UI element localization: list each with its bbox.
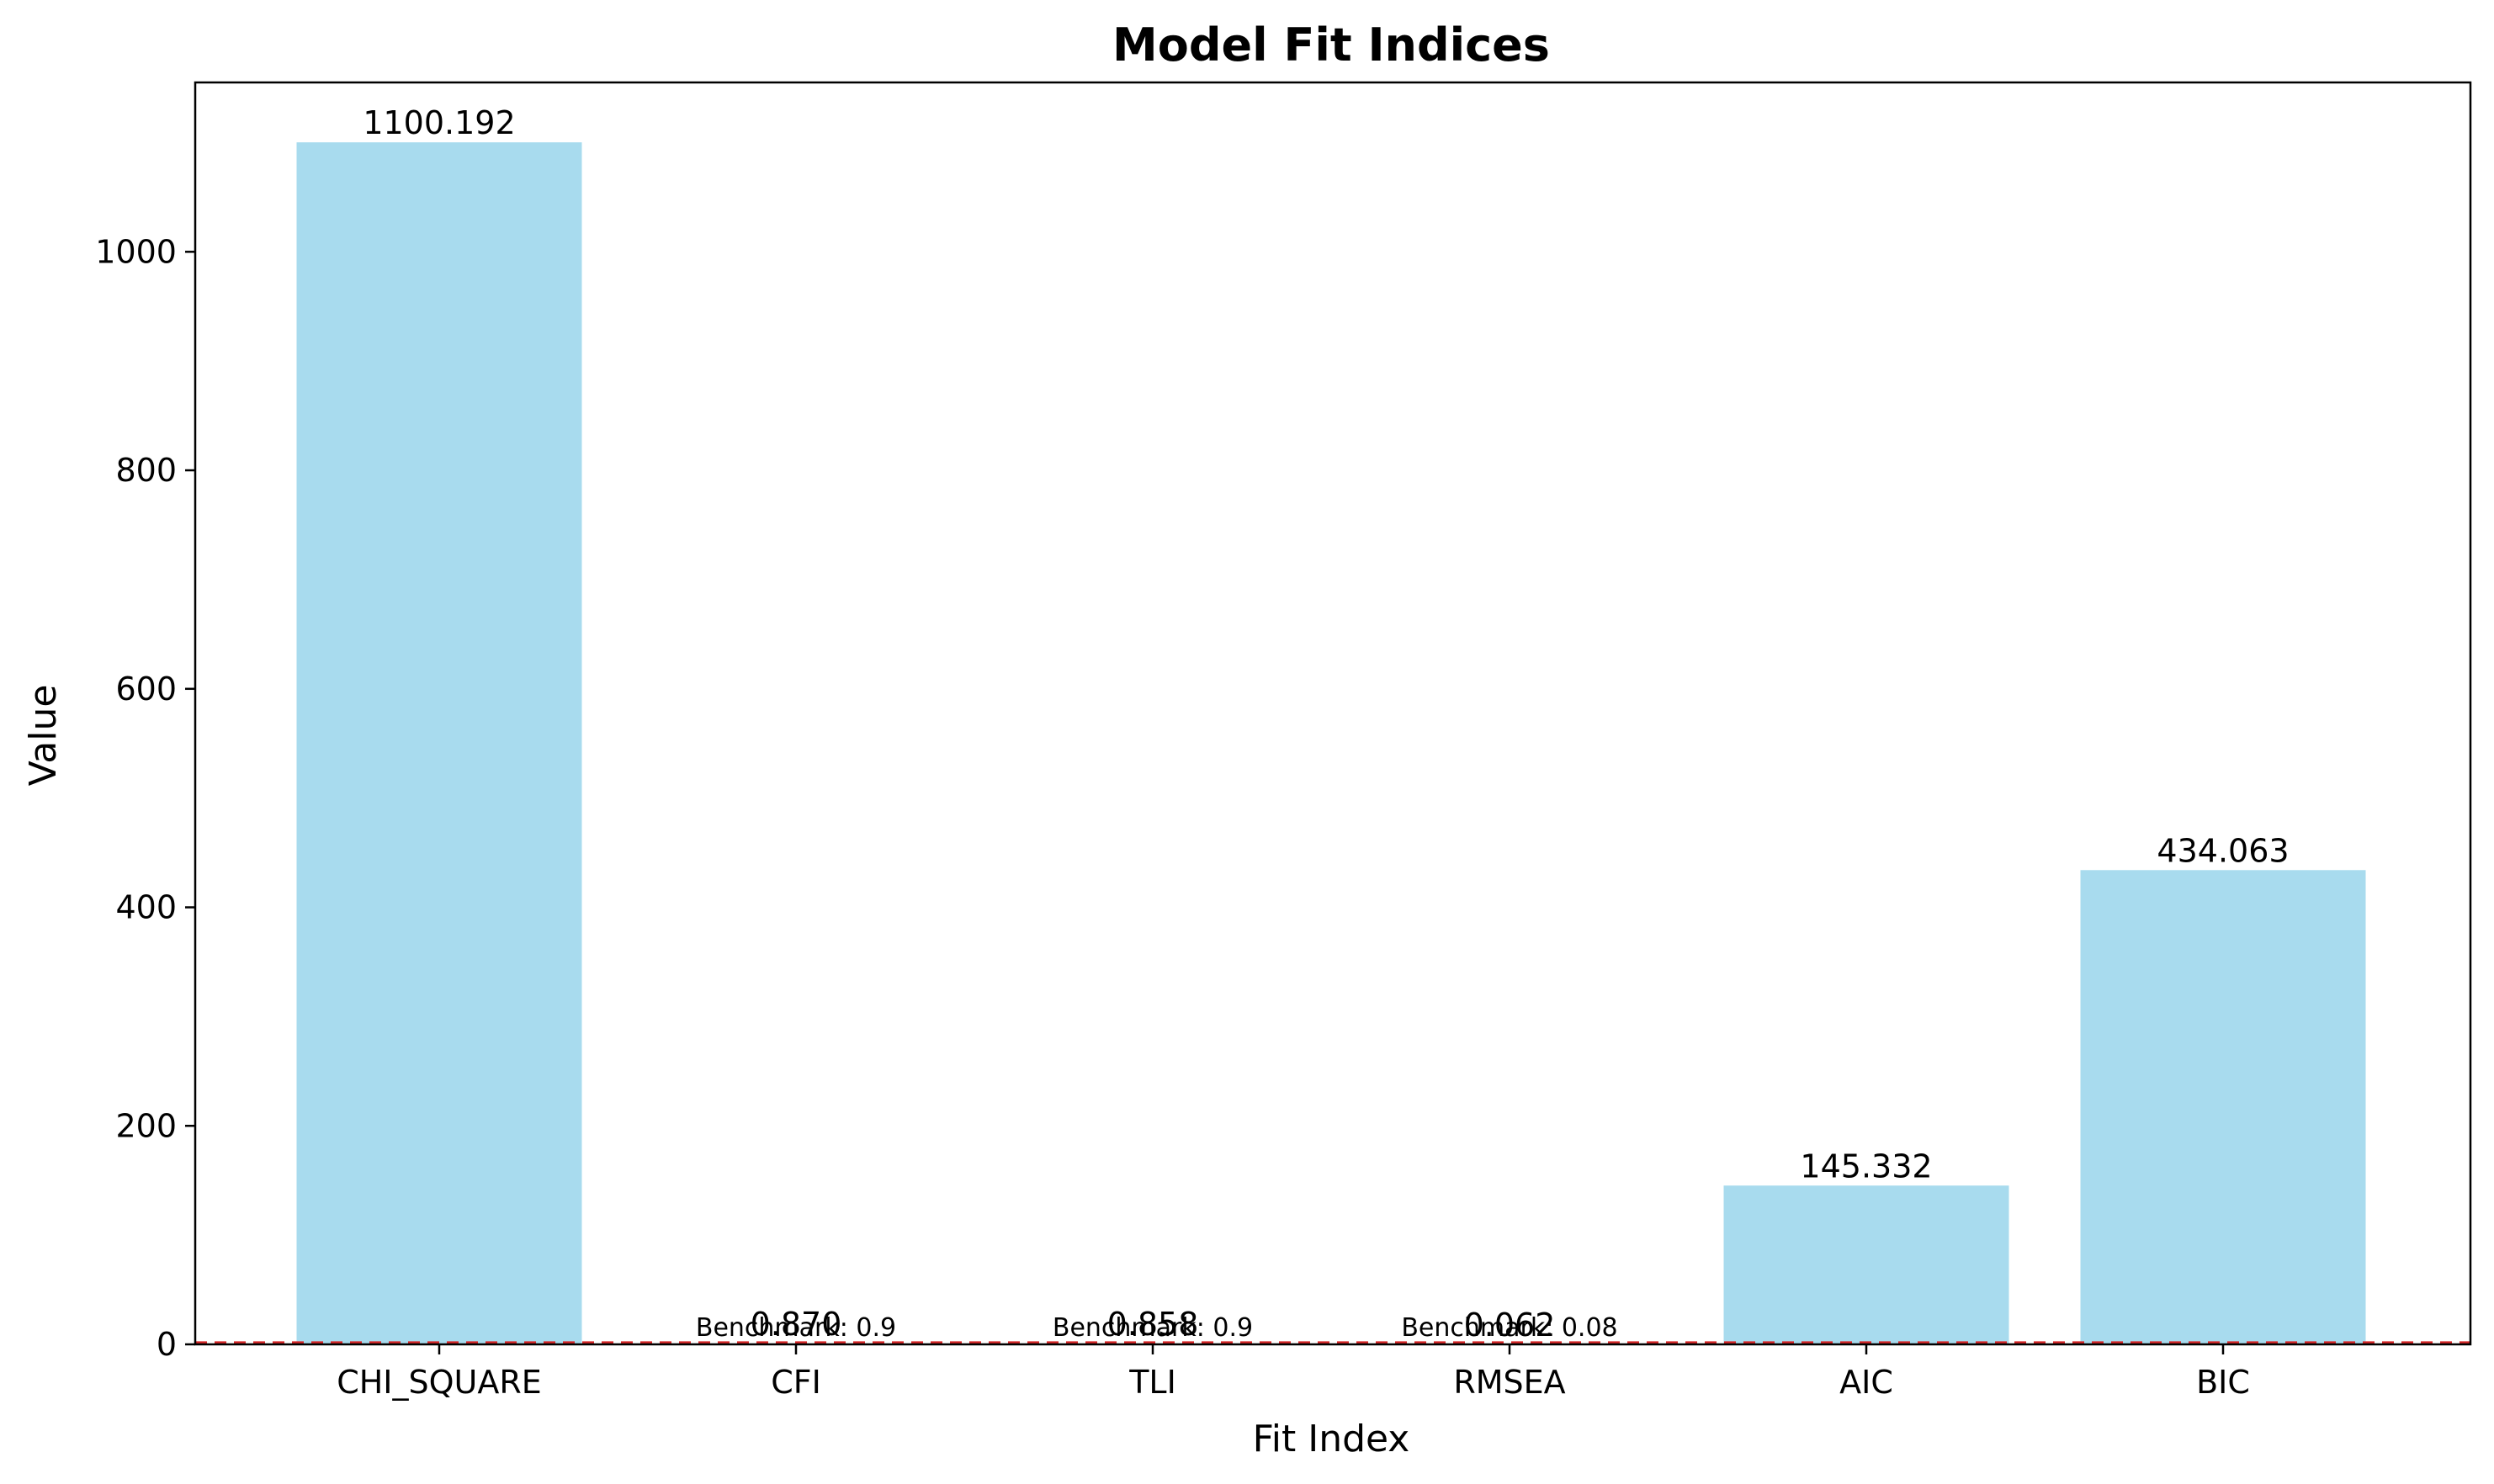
y-tick-label: 1000 — [95, 233, 177, 270]
plot-frame — [194, 81, 2472, 1346]
x-tick-label-tli: TLI — [1128, 1364, 1176, 1401]
value-label-aic: 145.332 — [1800, 1147, 1932, 1185]
value-label-rmsea: 0.062 — [1464, 1306, 1556, 1344]
benchmark-label-cfi: Benchmark: 0.9 — [696, 1313, 896, 1343]
x-axis-label: Fit Index — [1253, 1418, 1410, 1460]
benchmark-label-rmsea: Benchmark: 0.08 — [1401, 1313, 1617, 1343]
x-tick-label-bic: BIC — [2196, 1364, 2250, 1401]
value-label-cfi: 0.870 — [751, 1306, 842, 1343]
bar-aic — [1723, 1185, 2009, 1344]
y-tick-label: 800 — [115, 452, 177, 489]
value-label-tli: 0.858 — [1107, 1306, 1199, 1343]
value-label-bic: 434.063 — [2157, 832, 2289, 869]
y-tick-label: 200 — [115, 1107, 177, 1144]
x-tick-label-cfi: CFI — [771, 1364, 821, 1401]
value-label-chi_square: 1100.192 — [363, 104, 515, 141]
chart-title: Model Fit Indices — [1112, 19, 1550, 72]
x-tick-label-rmsea: RMSEA — [1453, 1364, 1565, 1401]
y-tick-label: 0 — [157, 1326, 177, 1363]
benchmark-label-tli: Benchmark: 0.9 — [1053, 1313, 1253, 1343]
x-tick-label-aic: AIC — [1839, 1364, 1893, 1401]
bar-bic — [2080, 870, 2366, 1344]
bar-chi_square — [296, 142, 582, 1345]
y-tick-label: 600 — [115, 670, 177, 708]
plot-area: 1100.192 0.870 0.858 0.062 145.332 434.063 Ben… — [95, 81, 2472, 1401]
y-tick-label: 400 — [115, 889, 177, 926]
y-axis-label: Value — [22, 685, 65, 787]
x-tick-label-chi_square: CHI_SQUARE — [337, 1364, 542, 1401]
